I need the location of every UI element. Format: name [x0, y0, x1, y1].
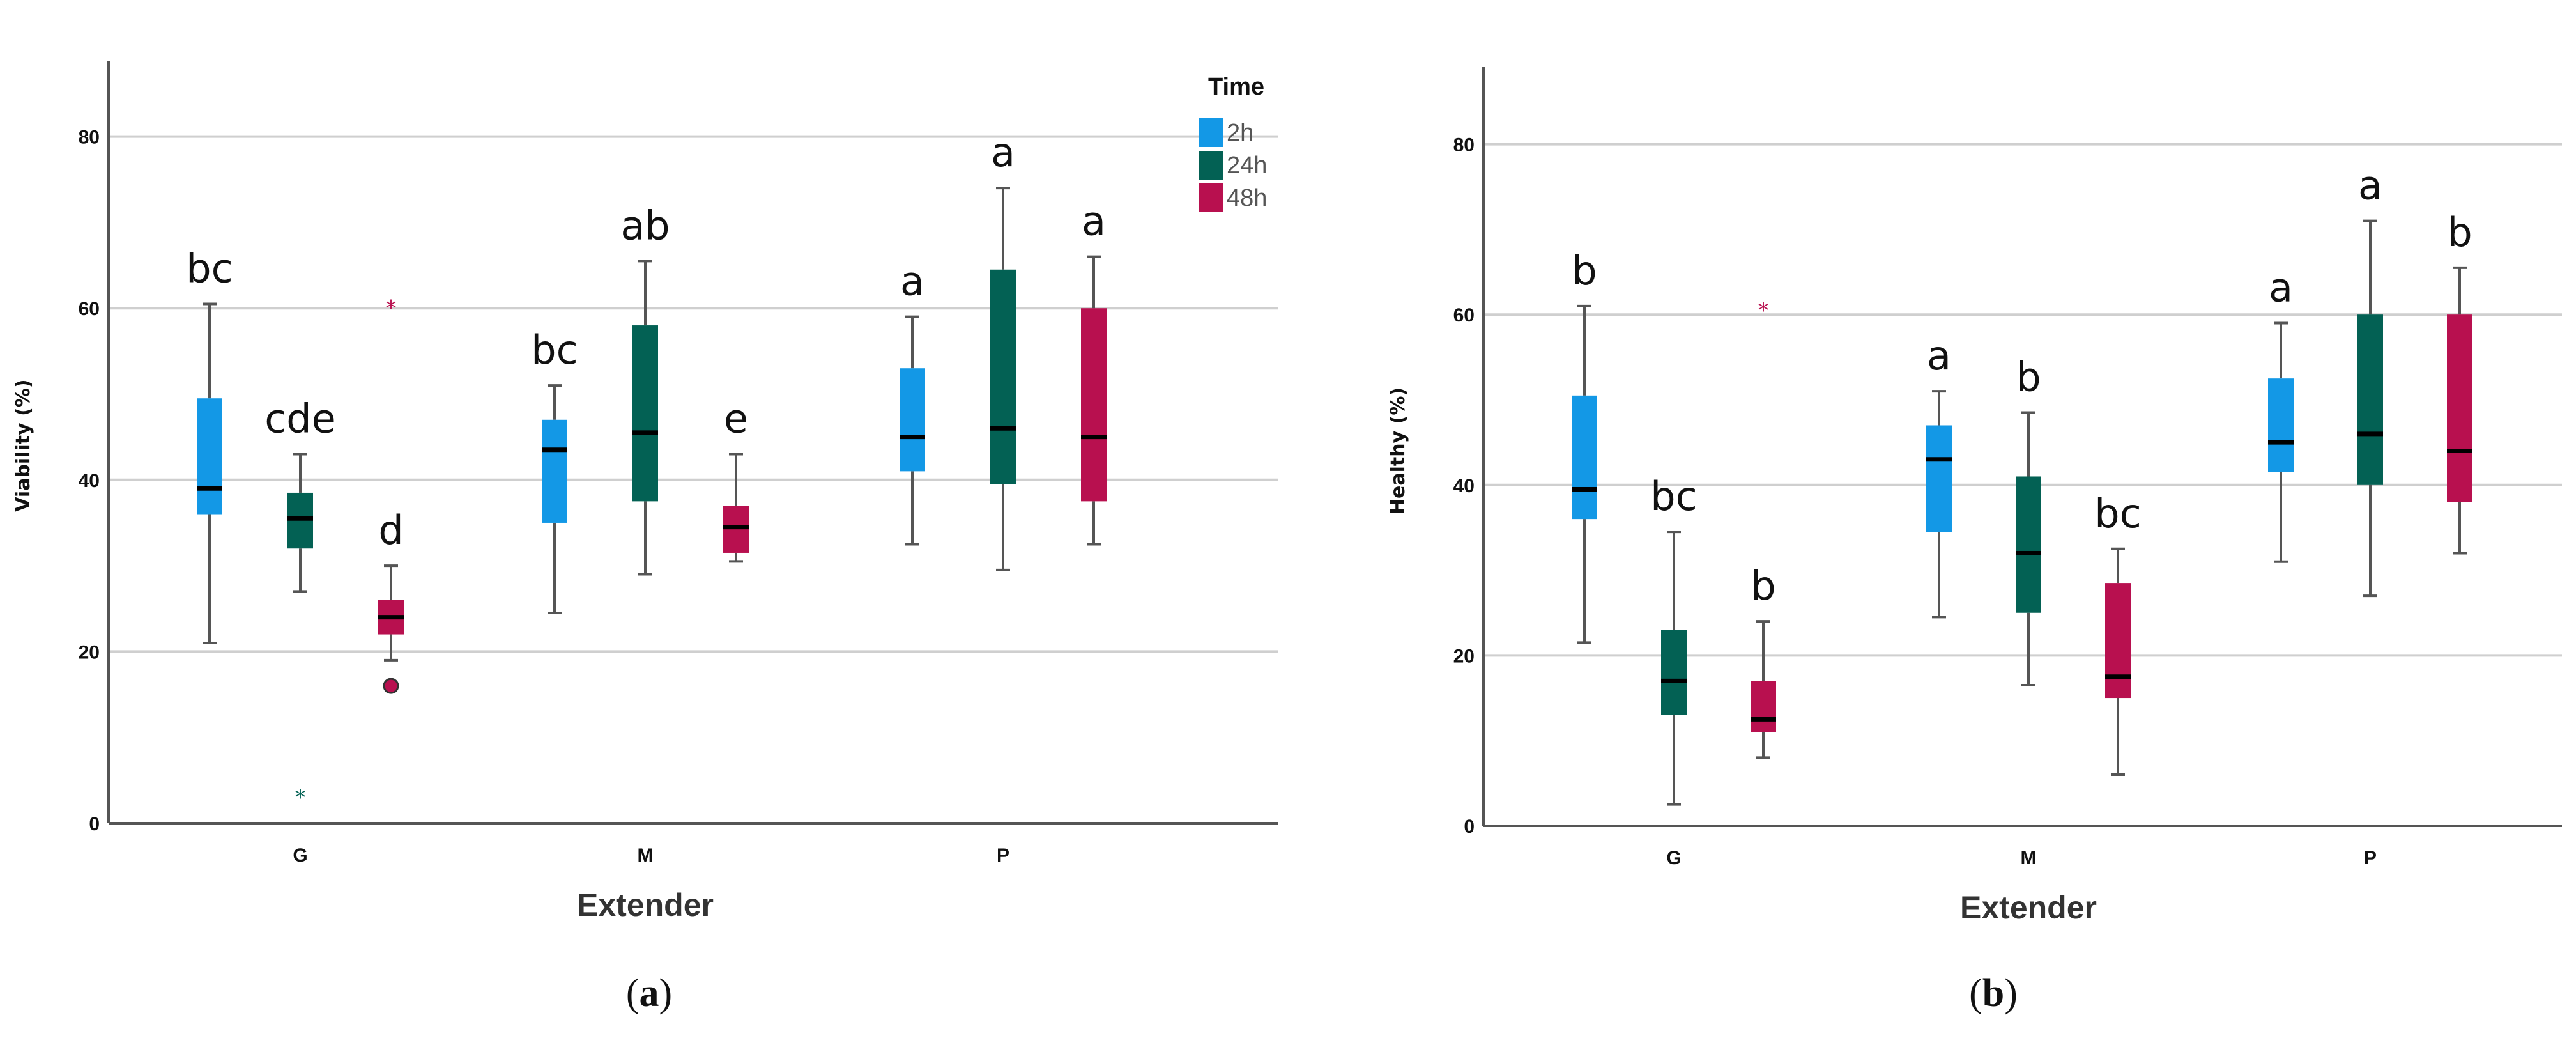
legend-title: Time: [1208, 74, 1264, 100]
chart-panel-b: 0 20 40 60 80 Healthy (%) G M P Extender b a a bc b a b *…: [1387, 67, 2562, 926]
panel-a-M-2h-box: [542, 419, 567, 523]
panel-a-M-24h-box: [632, 325, 658, 502]
panel-a-G-48h-outlier-star-1: *: [386, 295, 397, 321]
panel-a-P-24h-significance-letter: a: [991, 129, 1015, 176]
panel-b-x-tick-P: P: [2364, 848, 2377, 869]
panel-b-y-tick-80: 80: [1453, 135, 1475, 156]
panel-tag-a-letter: a: [640, 972, 659, 1015]
panel-b-M-24h-box: [2016, 476, 2041, 613]
panel-a-y-axis-label: Viability (%): [12, 379, 34, 511]
panel-b-G-2h-box: [1572, 395, 1597, 520]
panel-a-P-48h-significance-letter: a: [1082, 198, 1106, 245]
panel-b-y-tick-0: 0: [1464, 816, 1475, 837]
panel-a-M-48h-significance-letter: e: [724, 396, 748, 442]
panel-a-M-2h-significance-letter: bc: [531, 327, 578, 373]
panel-a-x-axis-label: Extender: [577, 887, 714, 923]
panel-b-G-48h-outlier-star-0: *: [1758, 298, 1769, 323]
panel-b-y-tick-60: 60: [1453, 305, 1475, 326]
legend-label-48h: 48h: [1227, 185, 1267, 212]
panel-b-P-48h-box: [2447, 314, 2472, 502]
panel-a-P-24h-box: [990, 269, 1016, 484]
panel-a-P-2h-box: [900, 368, 925, 472]
panel-a-y-tick-80: 80: [79, 127, 100, 148]
panel-b-x-axis-label: Extender: [1960, 890, 2097, 926]
panel-b-P-48h-significance-letter: b: [2447, 209, 2472, 256]
panel-b-G-2h-significance-letter: b: [1572, 247, 1597, 294]
panel-a-P-2h-significance-letter: a: [900, 258, 924, 305]
panel-b-G-48h-significance-letter: b: [1751, 562, 1775, 609]
panel-a-G-2h-significance-letter: bc: [186, 245, 233, 291]
panel-b-y-tick-20: 20: [1453, 646, 1475, 667]
legend-swatch-48h: [1199, 183, 1223, 212]
panel-a-x-tick-M: M: [638, 845, 654, 866]
panel-a-G-24h-significance-letter: cde: [264, 396, 336, 442]
panel-b-M-24h-significance-letter: b: [2016, 353, 2041, 400]
legend-swatch-24h: [1199, 151, 1223, 180]
panel-tag-a: (a): [626, 972, 672, 1015]
panel-a-P-48h-box: [1081, 308, 1107, 502]
panel-b-x-tick-M: M: [2021, 848, 2037, 869]
panel-b-x-tick-G: G: [1666, 848, 1681, 869]
panel-a-y-tick-20: 20: [79, 642, 100, 663]
panel-a-G-2h-box: [197, 398, 222, 515]
panel-b-G-48h-box: [1751, 681, 1776, 732]
panel-b-y-tick-40: 40: [1453, 476, 1475, 497]
panel-a-G-48h-outlier-circle-0: [383, 678, 399, 694]
panel-tag-b: (b): [1969, 972, 2018, 1015]
legend-swatch-2h: [1199, 118, 1223, 147]
panel-b-P-2h-significance-letter: a: [2269, 265, 2293, 311]
panel-b-G-24h-significance-letter: bc: [1650, 473, 1697, 520]
panel-tags: (a) (b): [626, 972, 2018, 1015]
panel-b-y-axis-label: Healthy (%): [1387, 387, 1409, 515]
panel-b-P-2h-box: [2268, 378, 2294, 472]
chart-panel-a: 0 20 40 60 80 Viability (%) G M P Extender bc bc a cd…: [12, 61, 1278, 923]
panel-b-M-2h-box: [1926, 425, 1952, 532]
panel-a-G-24h-outlier-star-0: *: [295, 785, 306, 810]
panel-b-P-24h-box: [2358, 314, 2383, 485]
panel-b-G-24h-box: [1661, 630, 1687, 715]
legend-label-2h: 2h: [1227, 120, 1254, 146]
panel-b-M-48h-significance-letter: bc: [2094, 490, 2141, 537]
legend: Time 2h 24h 48h: [1199, 74, 1267, 212]
panel-a-M-24h-significance-letter: ab: [620, 202, 670, 249]
panel-b-P-24h-significance-letter: a: [2358, 162, 2382, 209]
panel-a-G-48h-significance-letter: d: [378, 507, 403, 554]
panel-a-y-tick-40: 40: [79, 470, 100, 492]
legend-label-24h: 24h: [1227, 152, 1267, 179]
panel-b-M-2h-significance-letter: a: [1927, 332, 1951, 379]
panel-a-y-tick-0: 0: [89, 814, 100, 835]
panel-a-x-tick-G: G: [293, 845, 307, 866]
panel-a-x-tick-P: P: [997, 845, 1009, 866]
panel-a-y-tick-60: 60: [79, 298, 100, 320]
panel-b-M-48h-box: [2105, 583, 2131, 699]
panel-tag-b-letter: b: [1982, 972, 2004, 1015]
